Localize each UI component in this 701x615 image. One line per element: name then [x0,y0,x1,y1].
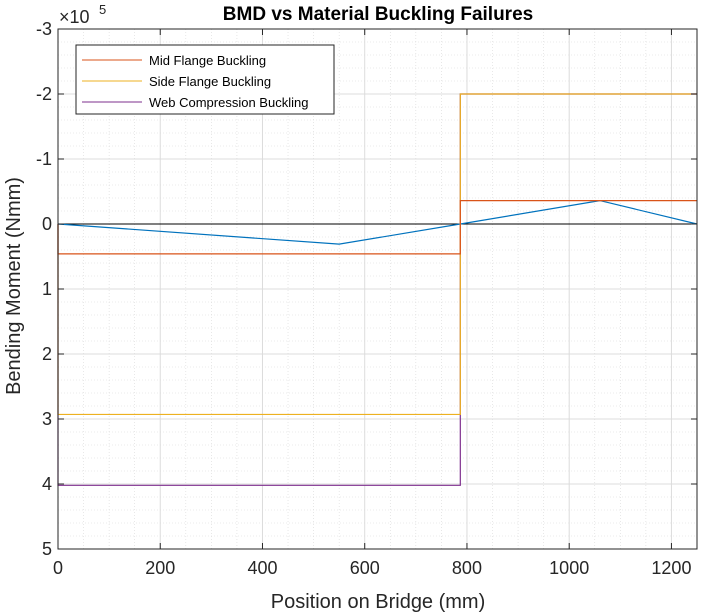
y-tick-labels: -3 -2 -1 0 1 2 3 4 5 [36,19,52,559]
x-tick-label: 400 [247,558,277,578]
ticks [57,28,697,550]
x-axis-title: Position on Bridge (mm) [271,591,486,613]
y-tick-label: -3 [36,19,52,39]
x-tick-label: 0 [53,558,63,578]
y-tick-label: 4 [42,474,52,494]
y-tick-label: 1 [42,279,52,299]
y-exponent-power: 5 [99,2,106,17]
x-tick-label: 800 [452,558,482,578]
chart-title: BMD vs Material Buckling Failures [223,4,533,25]
legend-label-mid-flange: Mid Flange Buckling [149,53,266,68]
legend-label-side-flange: Side Flange Buckling [149,74,271,89]
x-tick-labels: 0 200 400 600 800 1000 1200 [53,558,691,578]
y-tick-label: -1 [36,149,52,169]
y-tick-label: 3 [42,409,52,429]
x-tick-label: 1200 [651,558,691,578]
legend-label-web-compression: Web Compression Buckling [149,95,308,110]
x-tick-label: 1000 [549,558,589,578]
legend: Mid Flange Buckling Side Flange Buckling… [75,44,335,115]
y-tick-label: 2 [42,344,52,364]
y-tick-label: -2 [36,84,52,104]
y-tick-label: 5 [42,539,52,559]
y-exponent-label: ×10 [59,7,90,27]
y-axis-title: Bending Moment (Nmm) [3,177,25,395]
x-tick-label: 200 [145,558,175,578]
x-tick-label: 600 [350,558,380,578]
y-tick-label: 0 [42,214,52,234]
